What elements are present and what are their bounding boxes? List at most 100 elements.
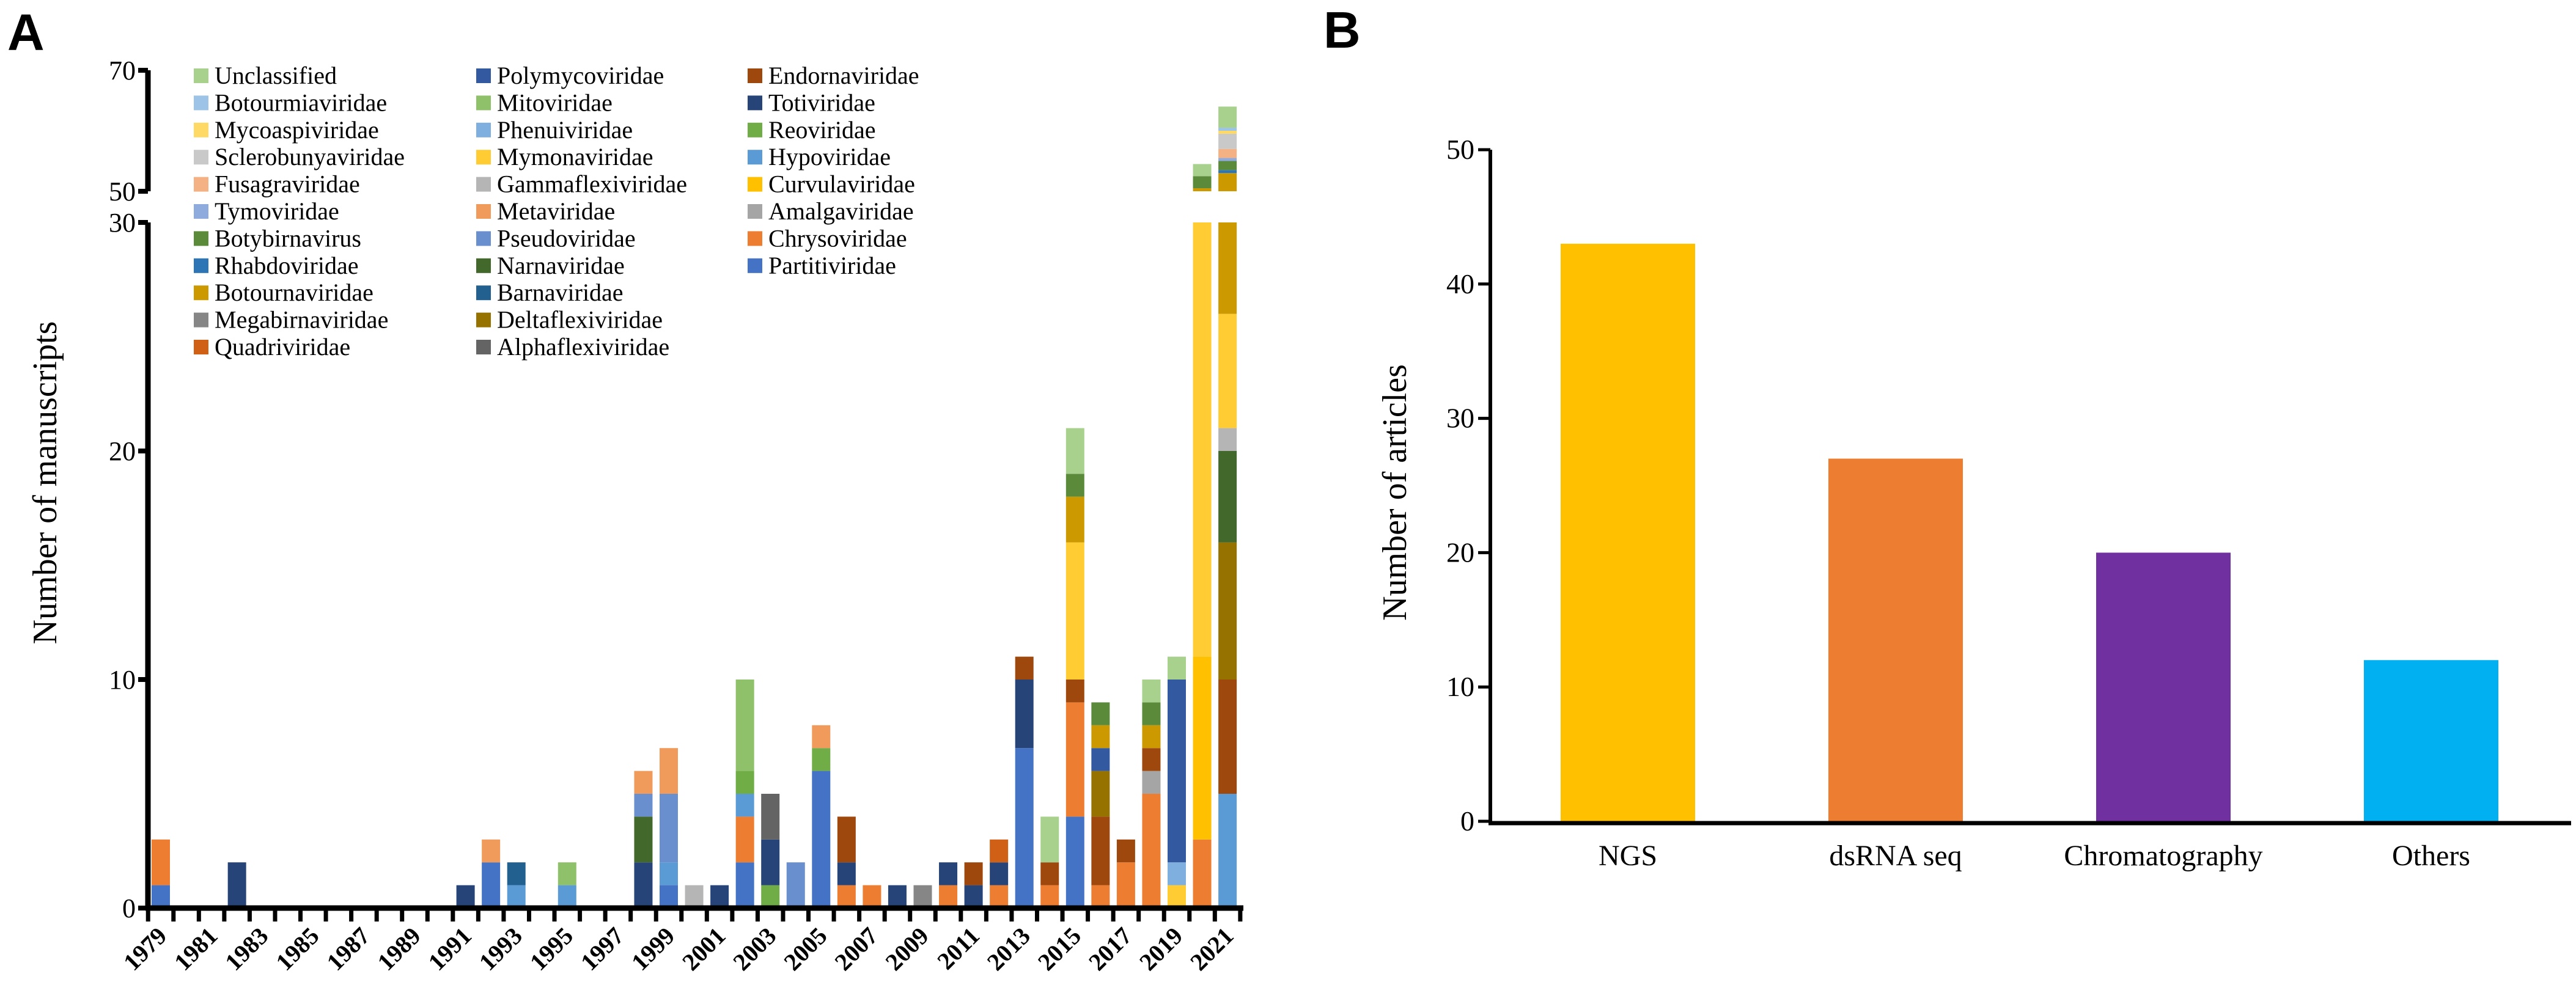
legend-item: Reoviridae <box>748 116 876 144</box>
legend-label: Quadriviridae <box>215 333 350 361</box>
bar-segment-2019-mymonaviridae <box>1168 885 1186 908</box>
bar-segment-2020-unclassified <box>1193 164 1212 177</box>
x-tick-label: 1991 <box>423 922 477 976</box>
bar-segment-2009-megabirnaviridae <box>913 885 932 908</box>
legend-item: Sclerobunyaviridae <box>194 143 405 170</box>
legend-item: Pseudoviridae <box>476 224 636 252</box>
legend-label: Endornaviridae <box>768 62 919 89</box>
x-tick-label: 2005 <box>778 922 832 976</box>
legend-swatch <box>476 340 491 354</box>
legend-label: Polymycoviridae <box>497 62 664 89</box>
x-tick-label: 2009 <box>880 922 933 976</box>
bar-segment-2007-chrysoviridae <box>863 885 881 908</box>
x-tick-label: NGS <box>1599 840 1657 872</box>
y-tick-label: 30 <box>109 208 136 238</box>
bar-segment-2015-partitiviridae <box>1065 816 1084 908</box>
legend-label: Rhabdoviridae <box>215 252 359 279</box>
bar-segment-2014-chrysoviridae <box>1040 885 1059 908</box>
legend-swatch <box>194 68 208 83</box>
x-tick-label: 2007 <box>829 922 883 976</box>
legend-label: Narnaviridae <box>497 252 625 279</box>
y-tick-label: 50 <box>109 177 136 207</box>
bar-segment-2021-rhabdoviridae <box>1218 170 1237 174</box>
legend-swatch <box>476 150 491 165</box>
bar-segment-2019-polymycoviridae <box>1168 680 1186 863</box>
bar-segment-1992-partitiviridae <box>482 862 501 908</box>
legend-item: Partitiviridae <box>748 252 896 279</box>
legend-swatch <box>476 312 491 328</box>
legend-item: Mymonaviridae <box>476 143 653 170</box>
bar-segment-1998-totiviridae <box>634 862 653 908</box>
bar-segment-2012-chrysoviridae <box>990 885 1009 908</box>
bar-segment-1979-partitiviridae <box>152 885 170 908</box>
x-tick-label: 1983 <box>219 922 273 976</box>
x-tick-label: 2021 <box>1185 922 1238 976</box>
bar-segment-2001-totiviridae <box>710 885 729 908</box>
legend-label: Metaviridae <box>497 197 615 225</box>
bar-segment-2016-botournaviridae <box>1091 725 1110 749</box>
x-tick-label: dsRNA seq <box>1829 840 1962 872</box>
bar-segment-2012-totiviridae <box>990 862 1009 885</box>
legend-item: Unclassified <box>194 62 337 89</box>
y-tick-label: 50 <box>1446 134 1474 165</box>
legend-label: Fusagraviridae <box>215 170 360 198</box>
x-tick-label: 1979 <box>118 922 172 976</box>
legend-swatch <box>194 177 208 192</box>
legend-label: Phenuiviridae <box>497 116 633 144</box>
bar-segment-2005-reoviridae <box>812 748 831 771</box>
legend-label: Sclerobunyaviridae <box>215 143 405 170</box>
bar-segment-2021-mycoaspiviridae <box>1218 131 1237 134</box>
x-tick-label: 1985 <box>270 922 324 976</box>
legend-item: Gammaflexiviridae <box>476 170 687 198</box>
bar-segment-2003-alphaflexiviridae <box>761 794 780 840</box>
bar-segment-2014-endornaviridae <box>1040 862 1059 885</box>
bar-segment-2016-polymycoviridae <box>1091 748 1110 771</box>
bar-segment-1993-barnaviridae <box>507 862 526 885</box>
bar-segment-2021-tymoviridae <box>1218 158 1237 161</box>
bar-segment-2006-totiviridae <box>837 862 856 885</box>
bar-segment-2002-reoviridae <box>735 771 754 794</box>
x-tick-label: 2003 <box>727 922 781 976</box>
legend-swatch <box>194 258 208 273</box>
bar-segment-1999-metaviridae <box>660 748 678 794</box>
y-axis-label: Number of manuscripts <box>26 321 64 645</box>
x-tick-label: 1995 <box>524 922 578 976</box>
y-tick-label: 70 <box>109 56 136 86</box>
x-tick-label: 1999 <box>626 922 680 976</box>
legend-swatch <box>748 122 762 137</box>
bar-segment-2015-mymonaviridae <box>1065 542 1084 680</box>
legend-item: Mitoviridae <box>476 89 613 116</box>
x-tick-label: 1993 <box>474 922 528 976</box>
bar-segment-2003-totiviridae <box>761 839 780 885</box>
legend-item: Megabirnaviridae <box>194 306 388 334</box>
legend-item: Chrysoviridae <box>748 224 907 252</box>
legend-item: Tymoviridae <box>194 197 339 225</box>
bar-others <box>2364 660 2498 821</box>
x-tick-label: Others <box>2392 840 2470 872</box>
legend-label: Gammaflexiviridae <box>497 170 687 198</box>
legend-swatch <box>476 204 491 219</box>
bar-segment-2006-chrysoviridae <box>837 885 856 908</box>
bar-segment-2020-mymonaviridae <box>1193 222 1212 657</box>
x-tick-label: 2011 <box>932 922 985 975</box>
y-tick-label: 0 <box>1460 805 1474 837</box>
bar-segment-1992-metaviridae <box>482 839 501 863</box>
bar-segment-1979-chrysoviridae <box>152 839 170 885</box>
legend-item: Alphaflexiviridae <box>476 333 669 361</box>
chart-b-articles-by-method: NGS dsRNA seq Chromatography Others 0 10 20 30 4… <box>1376 134 2571 872</box>
legend-swatch <box>748 95 762 111</box>
legend-item: Barnaviridae <box>476 279 624 306</box>
legend-swatch <box>476 285 491 301</box>
bar-segment-2010-totiviridae <box>939 862 958 885</box>
legend-label: Chrysoviridae <box>768 224 907 252</box>
legend-item: Quadriviridae <box>194 333 350 361</box>
bar-dsrna-seq <box>1828 458 1963 821</box>
y-tick-label: 20 <box>109 436 136 466</box>
legend-label: Unclassified <box>215 62 337 89</box>
legend-swatch <box>194 204 208 219</box>
bar-segment-2006-endornaviridae <box>837 816 856 863</box>
legend-swatch <box>194 231 208 246</box>
legend-swatch <box>476 258 491 273</box>
bar-segment-2019-phenuiviridae <box>1168 862 1186 885</box>
legend-item: Botournaviridae <box>194 279 374 306</box>
